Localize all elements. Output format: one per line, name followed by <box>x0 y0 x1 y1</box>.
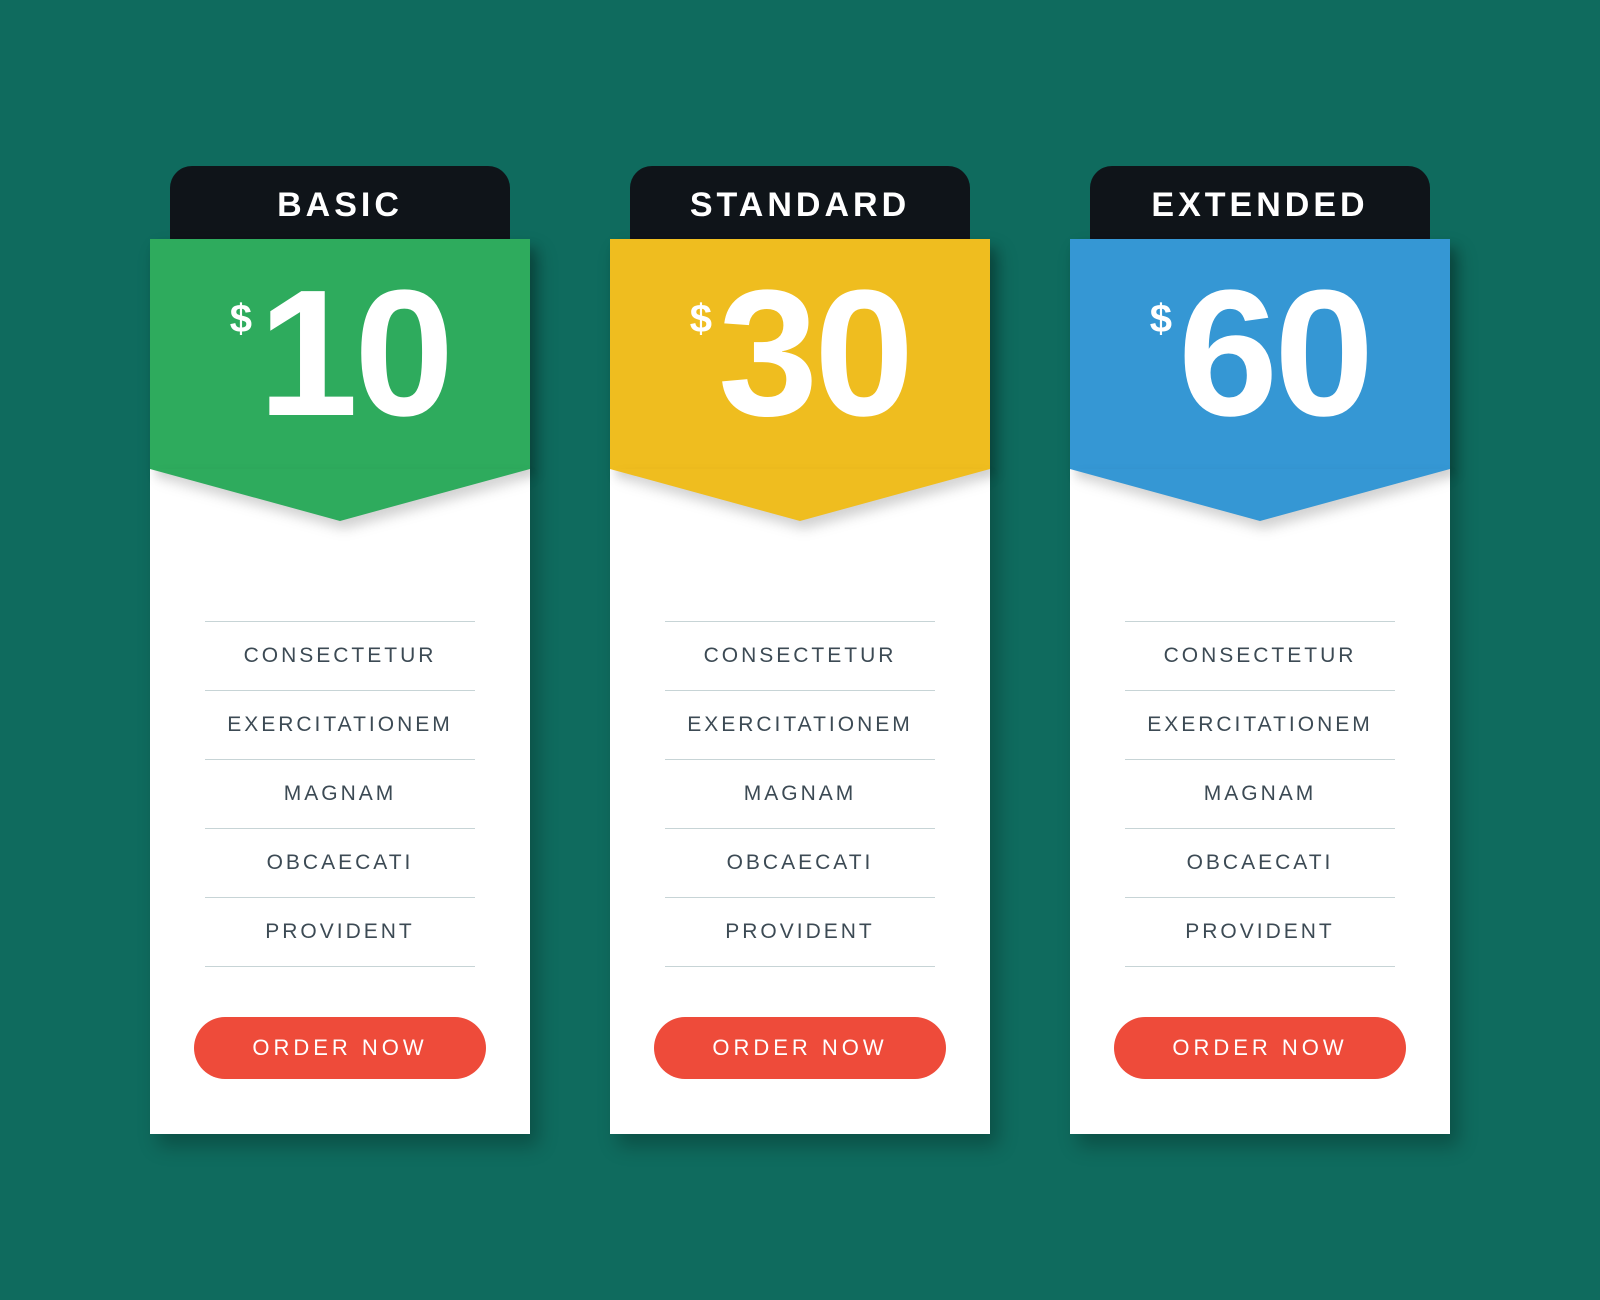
pricing-card-basic: BASIC $ 10 CONSECTETUR EXERCITATIONEM MA… <box>150 166 530 1134</box>
price-banner: $ 10 <box>150 239 530 521</box>
price-amount: 60 <box>1178 264 1370 444</box>
order-button[interactable]: ORDER NOW <box>654 1017 945 1079</box>
feature-item: CONSECTETUR <box>205 621 475 690</box>
price-banner: $ 60 <box>1070 239 1450 521</box>
feature-list: CONSECTETUR EXERCITATIONEM MAGNAM OBCAEC… <box>665 621 935 967</box>
banner-arrow-icon <box>150 469 530 521</box>
feature-item: OBCAECATI <box>205 828 475 897</box>
feature-item: MAGNAM <box>665 759 935 828</box>
order-button[interactable]: ORDER NOW <box>1114 1017 1405 1079</box>
banner-arrow-icon <box>610 469 990 521</box>
feature-item: MAGNAM <box>1125 759 1395 828</box>
feature-list: CONSECTETUR EXERCITATIONEM MAGNAM OBCAEC… <box>1125 621 1395 967</box>
card-body: $ 10 CONSECTETUR EXERCITATIONEM MAGNAM O… <box>150 239 530 1134</box>
feature-item: CONSECTETUR <box>1125 621 1395 690</box>
price-amount: 30 <box>718 264 910 444</box>
pricing-card-extended: EXTENDED $ 60 CONSECTETUR EXERCITATIONEM… <box>1070 166 1450 1134</box>
card-body: $ 60 CONSECTETUR EXERCITATIONEM MAGNAM O… <box>1070 239 1450 1134</box>
feature-item: PROVIDENT <box>665 897 935 967</box>
feature-item: PROVIDENT <box>1125 897 1395 967</box>
feature-item: CONSECTETUR <box>665 621 935 690</box>
pricing-table: BASIC $ 10 CONSECTETUR EXERCITATIONEM MA… <box>150 166 1450 1134</box>
feature-item: EXERCITATIONEM <box>665 690 935 759</box>
banner-arrow-icon <box>1070 469 1450 521</box>
pricing-card-standard: STANDARD $ 30 CONSECTETUR EXERCITATIONEM… <box>610 166 990 1134</box>
feature-list: CONSECTETUR EXERCITATIONEM MAGNAM OBCAEC… <box>205 621 475 967</box>
currency-symbol: $ <box>1150 297 1172 342</box>
feature-item: MAGNAM <box>205 759 475 828</box>
feature-item: OBCAECATI <box>665 828 935 897</box>
currency-symbol: $ <box>690 297 712 342</box>
feature-item: PROVIDENT <box>205 897 475 967</box>
order-button[interactable]: ORDER NOW <box>194 1017 485 1079</box>
card-body: $ 30 CONSECTETUR EXERCITATIONEM MAGNAM O… <box>610 239 990 1134</box>
price-amount: 10 <box>258 264 450 444</box>
price-banner: $ 30 <box>610 239 990 521</box>
currency-symbol: $ <box>230 297 252 342</box>
feature-item: EXERCITATIONEM <box>205 690 475 759</box>
feature-item: OBCAECATI <box>1125 828 1395 897</box>
feature-item: EXERCITATIONEM <box>1125 690 1395 759</box>
